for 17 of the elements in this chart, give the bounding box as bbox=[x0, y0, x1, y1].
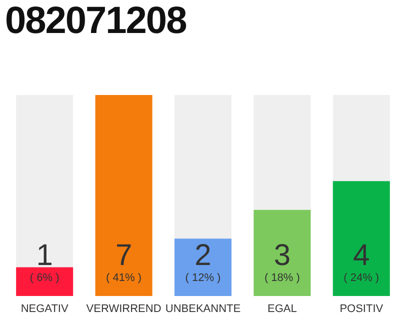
x-tick-label: VERWIRREND bbox=[86, 302, 162, 315]
data-label: 7 bbox=[115, 239, 132, 272]
data-label: 4 bbox=[353, 239, 370, 272]
annotation: ( 12% ) bbox=[185, 272, 221, 284]
x-tick-label: EGAL bbox=[268, 302, 297, 315]
annotation: ( 18% ) bbox=[264, 272, 300, 284]
data-label: 3 bbox=[274, 239, 291, 272]
x-tick-label: POSITIV bbox=[340, 302, 384, 315]
annotation: ( 6% ) bbox=[30, 272, 60, 284]
data-label: 1 bbox=[36, 239, 53, 272]
x-tick-label: NEGATIV bbox=[20, 302, 69, 315]
annotation: ( 24% ) bbox=[344, 272, 380, 284]
chart-title: 082071208 bbox=[5, 0, 186, 43]
data-label: 2 bbox=[194, 239, 212, 272]
bar bbox=[16, 267, 74, 296]
x-tick-label: UNBEKANNTE bbox=[165, 302, 241, 315]
annotation: ( 41% ) bbox=[106, 272, 142, 284]
